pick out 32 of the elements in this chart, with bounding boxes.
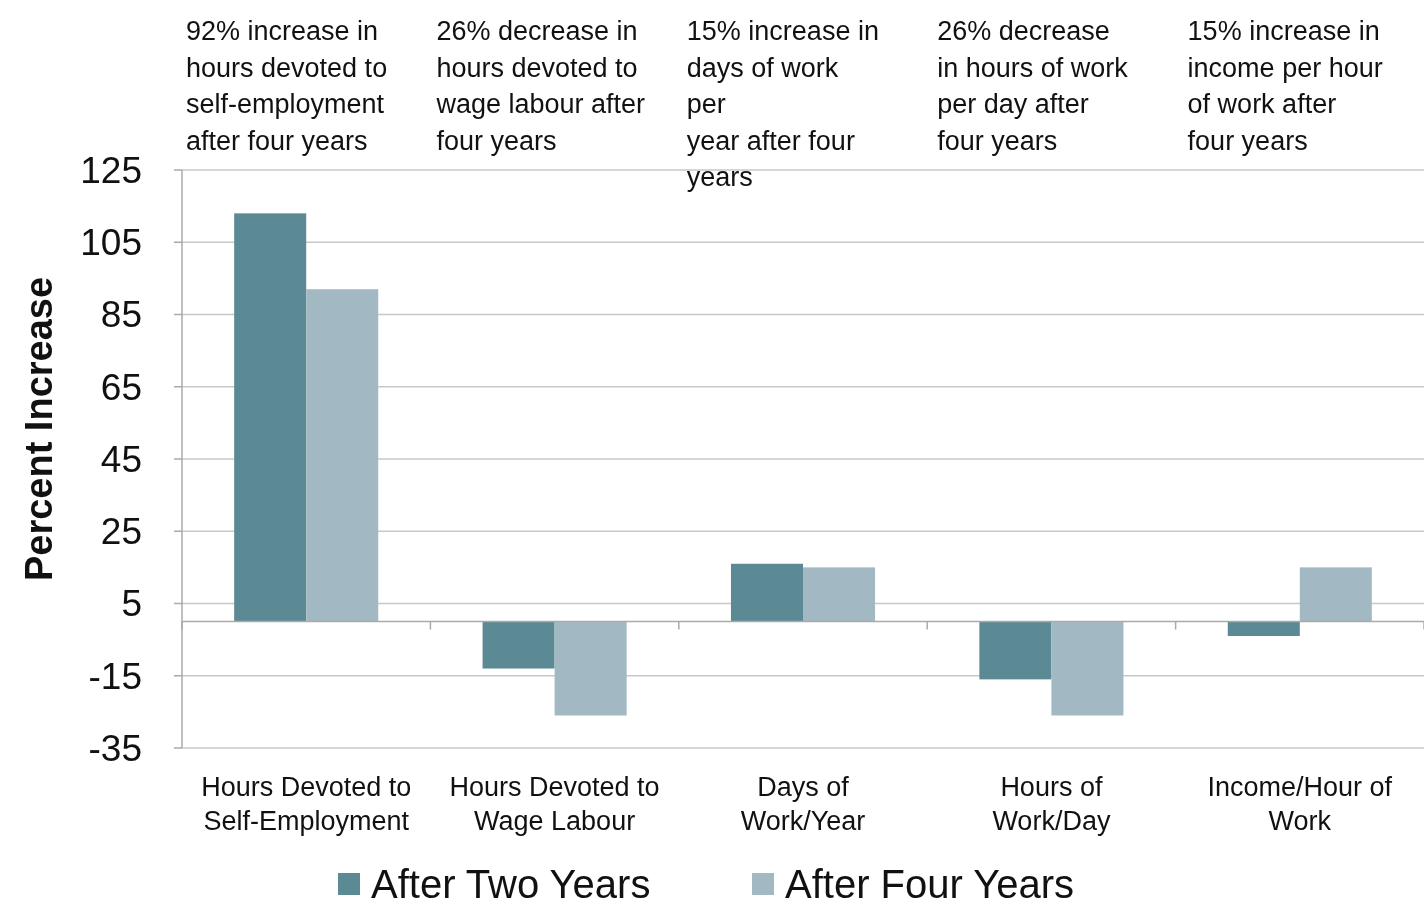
y-tick-label: 85 <box>100 294 142 336</box>
y-tick-label: -35 <box>88 727 142 769</box>
legend-label: After Four Years <box>785 862 1075 901</box>
y-tick-label: 125 <box>80 149 142 191</box>
annotation: 15% increase in days of work per year after four years <box>686 16 879 192</box>
bar <box>554 621 627 716</box>
x-tick-label: Hours Devoted to Wage Labour <box>449 772 660 836</box>
bar <box>1227 621 1300 637</box>
x-tick-label: Income/Hour of Work <box>1207 772 1393 836</box>
bar <box>1299 567 1372 622</box>
bar <box>482 621 555 669</box>
text: 26% decrease in hours of work per day after four years <box>937 16 1129 156</box>
x-tick-label: Hours of Work/Day <box>992 772 1111 836</box>
y-tick-label: 45 <box>100 438 142 480</box>
x-tick-label: Days of Work/Year <box>740 772 866 836</box>
y-axis-title: Percent Increase <box>18 276 60 582</box>
legend-label: After Two Years <box>371 862 651 901</box>
bar <box>979 621 1052 680</box>
y-tick-label: 105 <box>80 222 142 264</box>
bar <box>730 563 803 622</box>
bar <box>1051 621 1124 716</box>
y-tick-label: 65 <box>100 366 142 408</box>
x-tick-label: Hours Devoted to Self-Employment <box>201 772 412 836</box>
y-tick-label: 25 <box>100 511 142 553</box>
y-tick-label: 5 <box>121 583 142 625</box>
y-tick-label: -15 <box>88 655 142 697</box>
text: 15% increase in income per hour of work after four years <box>1187 16 1383 156</box>
bar <box>234 213 307 622</box>
text: 92% increase in hours devoted to self-employment after four years <box>186 16 388 156</box>
bar <box>803 567 876 622</box>
bar <box>306 289 379 622</box>
text: 26% decrease in hours devoted to wage labour after four years <box>435 16 646 156</box>
